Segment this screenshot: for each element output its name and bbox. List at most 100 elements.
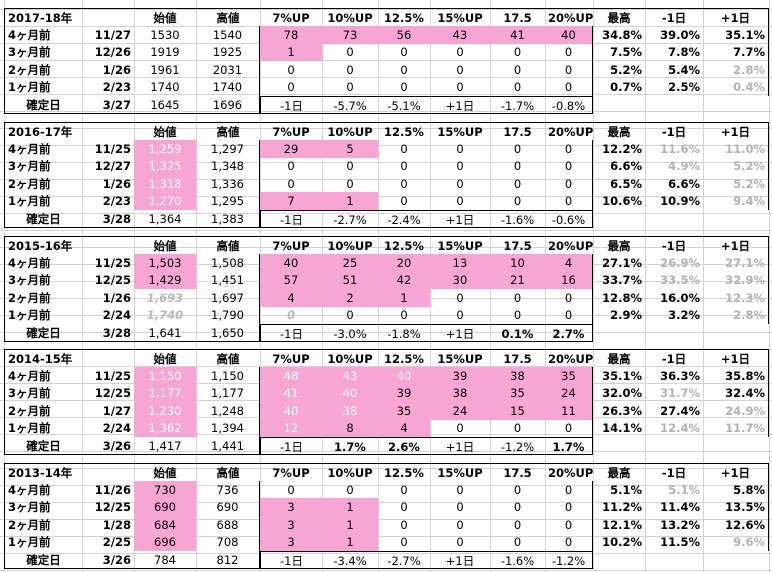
confirm-date: 3/27 (82, 96, 134, 114)
confirm-cell: -1.7% (490, 95, 545, 114)
confirm-cell: 1.7% (545, 436, 593, 455)
confirm-cell: -0.8% (545, 95, 593, 114)
confirm-cell: +1日 (430, 95, 490, 114)
data-cell: 696 (134, 533, 196, 551)
row-label: 3ヶ月前 (4, 498, 82, 516)
confirm-cell: 1645 (134, 96, 196, 114)
data-cell: 0 (456, 535, 464, 549)
data-cell: 3 (260, 498, 322, 516)
data-cell: 40 (378, 366, 430, 385)
data-cell: 0 (456, 517, 464, 532)
data-cell: 78 (260, 25, 322, 44)
column-header: 高値 (196, 463, 260, 481)
data-cell: 0 (400, 482, 408, 497)
row-date: 11/25 (94, 368, 131, 383)
row-date: 1/26 (102, 62, 131, 77)
confirm-cell: 812 (196, 550, 260, 569)
row-date: 12/25 (94, 273, 131, 287)
column-header: 10%UP (322, 122, 378, 140)
data-cell: 1,297 (196, 139, 260, 158)
column-header: 始値 (134, 8, 196, 26)
data-cell: 1540 (196, 25, 260, 44)
data-cell: 2.8% (703, 60, 769, 79)
row-date: 12/27 (94, 159, 131, 173)
data-cell: 5 (322, 139, 378, 158)
data-cell: 43 (322, 366, 378, 385)
data-cell: 35 (545, 366, 593, 385)
row-label: 1ヶ月前 (4, 78, 82, 96)
data-cell: 40 (545, 25, 593, 44)
row-label: 4ヶ月前 (4, 480, 82, 499)
data-cell: 0 (287, 62, 295, 77)
data-cell: 1 (322, 533, 378, 551)
data-cell: 1,177 (196, 384, 260, 402)
column-header: 始値 (134, 236, 196, 254)
confirm-cell: 1,641 (134, 324, 196, 342)
data-cell: 43 (430, 25, 490, 44)
column-header: 7%UP (260, 236, 322, 254)
data-cell: 1,348 (196, 157, 260, 175)
data-cell: 0 (346, 80, 354, 94)
data-cell: 0 (513, 421, 522, 435)
confirm-cell: -0.6% (545, 209, 593, 228)
column-header: +1日 (703, 122, 769, 140)
data-cell: 27.4% (660, 403, 700, 418)
grid-column-line (82, 0, 83, 572)
data-cell: 35 (490, 384, 545, 402)
data-cell: 29 (260, 139, 322, 158)
row-label: 2ヶ月前 (4, 515, 82, 534)
data-cell: 1,150 (134, 366, 196, 385)
confirm-cell: -1日 (260, 95, 322, 114)
data-cell: 0 (346, 308, 354, 322)
year-block: 2017-18年 始値 高値 7%UP 10%UP 12.5% 15%UP 17.5 20%UP… (0, 8, 772, 114)
data-cell: 0 (513, 535, 522, 549)
data-cell: 12.3% (703, 288, 769, 307)
data-cell: 25 (322, 253, 378, 272)
column-header: 7%UP (260, 349, 322, 367)
grid-column-line (703, 0, 704, 572)
data-cell: 1,508 (196, 253, 260, 272)
row-date: 1/27 (102, 403, 131, 418)
confirm-date: 3/26 (82, 437, 134, 455)
data-cell: 2.9% (610, 308, 642, 322)
data-cell: 0 (456, 62, 464, 77)
confirm-cell: -2.7% (322, 209, 378, 228)
column-header: +1日 (703, 463, 769, 481)
data-cell: 1,336 (196, 174, 260, 193)
confirm-cell: 1,650 (196, 323, 260, 342)
column-header: 始値 (134, 349, 196, 367)
column-header: 10%UP (322, 8, 378, 26)
data-cell: 9.4% (703, 192, 769, 210)
confirm-cell: -3.0% (322, 323, 378, 342)
row-date: 1/26 (102, 176, 131, 191)
confirm-cell: 1,417 (134, 437, 196, 455)
column-header: 17.5 (490, 349, 545, 367)
data-cell: 12.8% (602, 290, 642, 305)
data-cell: 736 (196, 480, 260, 499)
data-cell: 0 (456, 45, 464, 59)
data-cell: 39 (430, 366, 490, 385)
data-cell: 5.4% (668, 62, 700, 77)
data-cell: 0 (545, 288, 593, 307)
data-cell: 26.9% (660, 255, 700, 270)
data-cell: 0 (513, 482, 522, 497)
data-cell: 1,740 (146, 308, 184, 322)
row-label: 1ヶ月前 (4, 192, 82, 210)
confirm-cell: 2.7% (545, 323, 593, 342)
data-cell: 1,295 (196, 192, 260, 210)
row-date: 2/24 (102, 308, 131, 322)
data-cell: 2 (322, 288, 378, 307)
confirm-label: 確定日 (4, 436, 82, 455)
data-cell: 15 (490, 401, 545, 420)
data-cell: 32.0% (602, 386, 642, 400)
data-cell: 0 (400, 176, 408, 191)
data-cell: 1,270 (134, 192, 196, 210)
data-cell: 0 (346, 176, 354, 191)
data-cell: 1,230 (134, 401, 196, 420)
data-cell: 4 (545, 253, 593, 272)
data-cell: 0 (513, 194, 522, 208)
confirm-cell: 1,441 (196, 436, 260, 455)
data-cell: 51 (322, 271, 378, 289)
column-header: 高値 (196, 236, 260, 254)
data-cell: 0 (456, 141, 464, 156)
